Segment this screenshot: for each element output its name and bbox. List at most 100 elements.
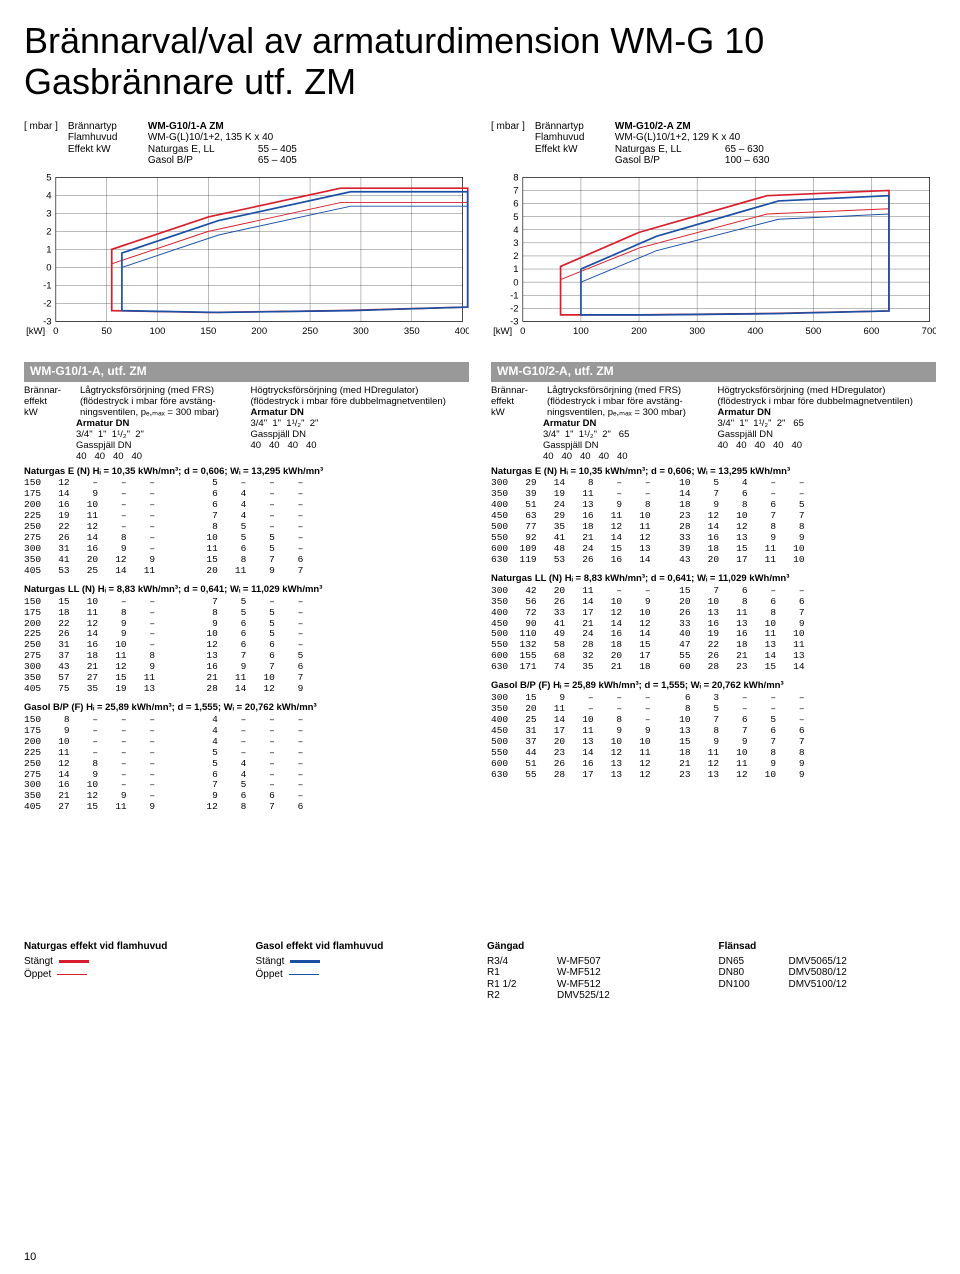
svg-text:150: 150 — [200, 326, 216, 337]
value: Naturgas E, LL — [615, 144, 725, 156]
list-item: DN100DMV5100/12 — [719, 979, 937, 991]
list-item: R2DMV525/12 — [487, 990, 705, 1002]
list-item: R3/4W-MF507 — [487, 956, 705, 968]
legend-naturgas: Naturgas effekt vid flamhuvud Stängt Öpp… — [24, 941, 242, 1002]
label: Flamhuvud — [68, 132, 148, 144]
value: WM-G(L)10/1+2, 135 K x 40 — [148, 132, 273, 144]
value: 65 – 630 — [725, 144, 764, 156]
legend-label: Stängt — [24, 956, 53, 968]
chart-y-unit: [ mbar ] — [24, 121, 58, 171]
table-row: 405 27 15 11 9 12 8 7 6 — [24, 802, 469, 813]
table-row: 150 15 10 – – 7 5 – – — [24, 597, 469, 608]
chart-left: [ mbar ] BrännartypWM-G10/1-A ZM Flamhuv… — [24, 121, 469, 341]
value: Naturgas E, LL — [148, 144, 258, 156]
list-item: DN80DMV5080/12 — [719, 967, 937, 979]
chart-right: [ mbar ] BrännartypWM-G10/2-A ZM Flamhuv… — [491, 121, 936, 341]
label: Armatur DN — [718, 407, 771, 418]
swatch-icon — [289, 974, 319, 975]
data-table: Gasol B/P (F) Hᵢ = 25,89 kWh/mn³; d = 1,… — [24, 703, 469, 813]
legend-gasol: Gasol effekt vid flamhuvud Stängt Öppet — [256, 941, 474, 1002]
legend-label: Öppet — [24, 969, 51, 981]
left-desc: Lågtrycksförsörjning (med FRS) (flödestr… — [80, 386, 243, 419]
legend: Naturgas effekt vid flamhuvud Stängt Öpp… — [24, 941, 936, 1002]
table-header: Gasol B/P (F) Hᵢ = 25,89 kWh/mn³; d = 1,… — [491, 681, 936, 692]
legend-title: Gängad — [487, 941, 705, 953]
section-right: WM-G10/2-A, utf. ZM Brännar- effekt kW L… — [491, 362, 936, 821]
svg-text:100: 100 — [573, 326, 589, 337]
chart-right-header: BrännartypWM-G10/2-A ZM FlamhuvudWM-G(L)… — [535, 121, 770, 167]
value: 55 – 405 — [258, 144, 297, 156]
legend-title: Naturgas effekt vid flamhuvud — [24, 941, 242, 953]
left-desc: Lågtrycksförsörjning (med FRS) (flödestr… — [547, 386, 710, 419]
label: Armatur DN — [251, 407, 304, 418]
table-header: Naturgas LL (N) Hᵢ = 8,83 kWh/mn³; d = 0… — [491, 574, 936, 585]
svg-text:0: 0 — [53, 326, 58, 337]
table-row: 600 51 26 16 13 12 21 12 11 9 9 — [491, 759, 936, 770]
table-row: 550 44 23 14 12 11 18 11 10 8 8 — [491, 748, 936, 759]
svg-text:6: 6 — [513, 199, 518, 210]
data-table: Gasol B/P (F) Hᵢ = 25,89 kWh/mn³; d = 1,… — [491, 681, 936, 780]
svg-text:1: 1 — [513, 264, 518, 275]
value: 40 40 40 40 — [251, 441, 470, 452]
label: Effekt kW — [68, 144, 148, 156]
svg-text:600: 600 — [864, 326, 880, 337]
legend-label: Öppet — [256, 969, 283, 981]
table-header: Naturgas E (N) Hᵢ = 10,35 kWh/mn³; d = 0… — [491, 467, 936, 478]
table-row: 350 56 26 14 10 9 20 10 8 6 6 — [491, 597, 936, 608]
value: 40 40 40 40 40 — [543, 452, 710, 463]
legend-label: Stängt — [256, 956, 285, 968]
table-row: 630 55 28 17 13 12 23 13 12 10 9 — [491, 770, 936, 781]
table-header: Naturgas LL (N) Hᵢ = 8,83 kWh/mn³; d = 0… — [24, 585, 469, 596]
svg-text:-2: -2 — [510, 303, 518, 314]
svg-text:300: 300 — [353, 326, 369, 337]
label: Armatur DN — [76, 418, 129, 429]
legend-flansad: Flänsad DN65DMV5065/12DN80DMV5080/12DN10… — [719, 941, 937, 1002]
data-table: Naturgas LL (N) Hᵢ = 8,83 kWh/mn³; d = 0… — [491, 574, 936, 673]
svg-text:0: 0 — [513, 277, 518, 288]
table-row: 405 53 25 14 11 20 11 9 7 — [24, 566, 469, 577]
swatch-icon — [57, 974, 87, 975]
value: Gasol B/P — [615, 155, 725, 167]
table-row: 405 75 35 19 13 28 14 12 9 — [24, 684, 469, 695]
svg-text:-2: -2 — [43, 298, 51, 309]
page-number: 10 — [24, 1251, 36, 1264]
data-table: Naturgas E (N) Hᵢ = 10,35 kWh/mn³; d = 0… — [24, 467, 469, 577]
svg-text:3: 3 — [46, 208, 51, 219]
table-row: 175 18 11 8 – 8 5 5 – — [24, 608, 469, 619]
svg-text:100: 100 — [150, 326, 166, 337]
svg-text:50: 50 — [101, 326, 112, 337]
legend-title: Flänsad — [719, 941, 937, 953]
svg-text:400: 400 — [747, 326, 763, 337]
value: 65 – 405 — [258, 155, 297, 167]
svg-text:8: 8 — [513, 172, 518, 183]
label: Brännartyp — [68, 121, 148, 133]
svg-text:500: 500 — [805, 326, 821, 337]
legend-gangad: Gängad R3/4W-MF507R1W-MF512R1 1/2W-MF512… — [487, 941, 705, 1002]
table-row: 630 119 53 26 16 14 43 20 17 11 10 — [491, 555, 936, 566]
section-title: WM-G10/2-A, utf. ZM — [491, 362, 936, 382]
value: 100 – 630 — [725, 155, 770, 167]
table-row: 225 11 – – – 5 – – – — [24, 748, 469, 759]
label: Armatur DN — [543, 418, 596, 429]
effect-col-label: Brännar- effekt kW — [24, 386, 76, 419]
section-left: WM-G10/1-A, utf. ZM Brännar- effekt kW L… — [24, 362, 469, 821]
value: WM-G10/1-A ZM — [148, 121, 224, 133]
svg-text:400: 400 — [455, 326, 469, 337]
label: Flamhuvud — [535, 132, 615, 144]
table-row: 630 171 74 35 21 18 60 28 23 15 14 — [491, 662, 936, 673]
list-item: R1 1/2W-MF512 — [487, 979, 705, 991]
svg-text:7: 7 — [513, 185, 518, 196]
section-title: WM-G10/1-A, utf. ZM — [24, 362, 469, 382]
list-item: DN65DMV5065/12 — [719, 956, 937, 968]
svg-text:2: 2 — [513, 251, 518, 262]
svg-text:2: 2 — [46, 226, 51, 237]
svg-text:200: 200 — [631, 326, 647, 337]
list-item: R1W-MF512 — [487, 967, 705, 979]
label: Brännartyp — [535, 121, 615, 133]
table-row: 400 72 33 17 12 10 26 13 11 8 7 — [491, 608, 936, 619]
chart-left-header: BrännartypWM-G10/1-A ZM FlamhuvudWM-G(L)… — [68, 121, 297, 167]
svg-text:300: 300 — [689, 326, 705, 337]
svg-text:5: 5 — [46, 172, 51, 183]
label: Effekt kW — [535, 144, 615, 156]
effect-col-label: Brännar- effekt kW — [491, 386, 543, 419]
